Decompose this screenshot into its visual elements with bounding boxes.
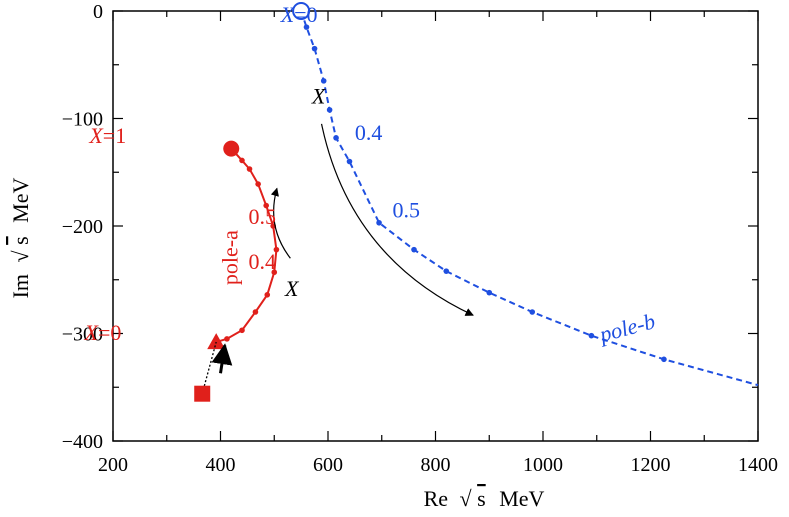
y-tick-label: −100: [62, 109, 103, 131]
series-layer: [194, 2, 759, 402]
pole-b-point: [326, 107, 333, 113]
pole-b-point: [311, 45, 318, 52]
annotation-pole-a-3: 0.5: [248, 204, 276, 229]
y-tick-label: −200: [62, 216, 103, 238]
x-tick-label: 800: [421, 454, 451, 476]
x-axis-title: Re √ s MeV: [424, 486, 545, 511]
pole-a-point: [239, 157, 245, 164]
y-axis-title: Im √ s MeV: [8, 177, 33, 298]
annotation-pole-a-2: X=0: [84, 320, 122, 345]
annotation-arrow-9: X: [311, 83, 327, 108]
pole-b-point: [376, 219, 382, 226]
pole-a-point: [273, 246, 280, 253]
pole-a-point: [224, 336, 230, 342]
annotation-pole-a-7: pole-a: [218, 230, 243, 285]
x-tick-label: 1400: [738, 454, 778, 476]
pole-b-point: [486, 289, 493, 296]
annotation-pole-b-8: pole-b: [595, 308, 658, 347]
pole-a-direction-arrow: [270, 187, 291, 259]
pole-b-start-marker: [292, 2, 311, 20]
y-axis-sqrt-arg: s: [8, 236, 33, 245]
pole-b-point: [443, 268, 450, 274]
pole-b-point: [588, 332, 595, 339]
pole-a-end-marker: [223, 140, 240, 157]
x-axis-sqrt-arg: s: [477, 486, 486, 511]
annotation-pole-b-6: 0.5: [393, 197, 421, 222]
x-axis-units: MeV: [499, 486, 544, 511]
annotation-pole-a-1: X=1: [88, 123, 126, 148]
annotation-arrow-10: X: [284, 276, 300, 301]
x-tick-label: 1000: [523, 454, 563, 476]
y-axis-label-im: Im: [8, 274, 33, 298]
y-tick-label: 0: [93, 1, 103, 23]
pole-a-point: [246, 166, 253, 172]
pole-a-point: [239, 327, 245, 334]
pole-b-point: [303, 24, 310, 30]
x-tick-label: 600: [313, 454, 343, 476]
pole-b-point: [346, 158, 353, 165]
pole-a-point: [264, 292, 271, 298]
pole-b-direction-arrow: [320, 123, 474, 316]
x-tick-label: 200: [98, 454, 128, 476]
pole-b-trajectory: [300, 10, 759, 387]
y-axis-sqrt-symbol: √: [8, 249, 33, 262]
original-pole-marker: [194, 385, 211, 402]
pole-b-point: [333, 135, 339, 141]
y-tick-label: −400: [62, 431, 103, 453]
pole-a-point: [255, 181, 261, 187]
pole-a-point: [252, 309, 259, 315]
pole-a-point: [271, 269, 278, 276]
annotation-pole-b-0: X=0: [280, 2, 318, 27]
tick-layer: 200 400 600 800 1000 1200 1400 0 −100 −200 −300 −40…: [62, 1, 778, 476]
annotation-pole-a-4: 0.4: [248, 249, 276, 274]
y-tick-label: −300: [62, 324, 103, 346]
pole-b-point: [661, 356, 667, 363]
pole-b-point: [411, 246, 417, 253]
x-axis-label-re: Re: [424, 486, 448, 511]
x-axis-sqrt-symbol: √: [460, 486, 473, 511]
original-to-a-arrow: [211, 343, 233, 374]
plot-frame: [112, 10, 759, 442]
arrow-layer: [211, 123, 474, 374]
y-axis-units: MeV: [8, 177, 33, 222]
pole-a-point: [263, 202, 269, 209]
annotation-pole-b-5: 0.4: [355, 120, 383, 145]
pole-b-point: [529, 309, 536, 315]
x-tick-label: 1200: [631, 454, 671, 476]
pole-b-point: [320, 78, 327, 84]
x-tick-label: 400: [206, 454, 236, 476]
